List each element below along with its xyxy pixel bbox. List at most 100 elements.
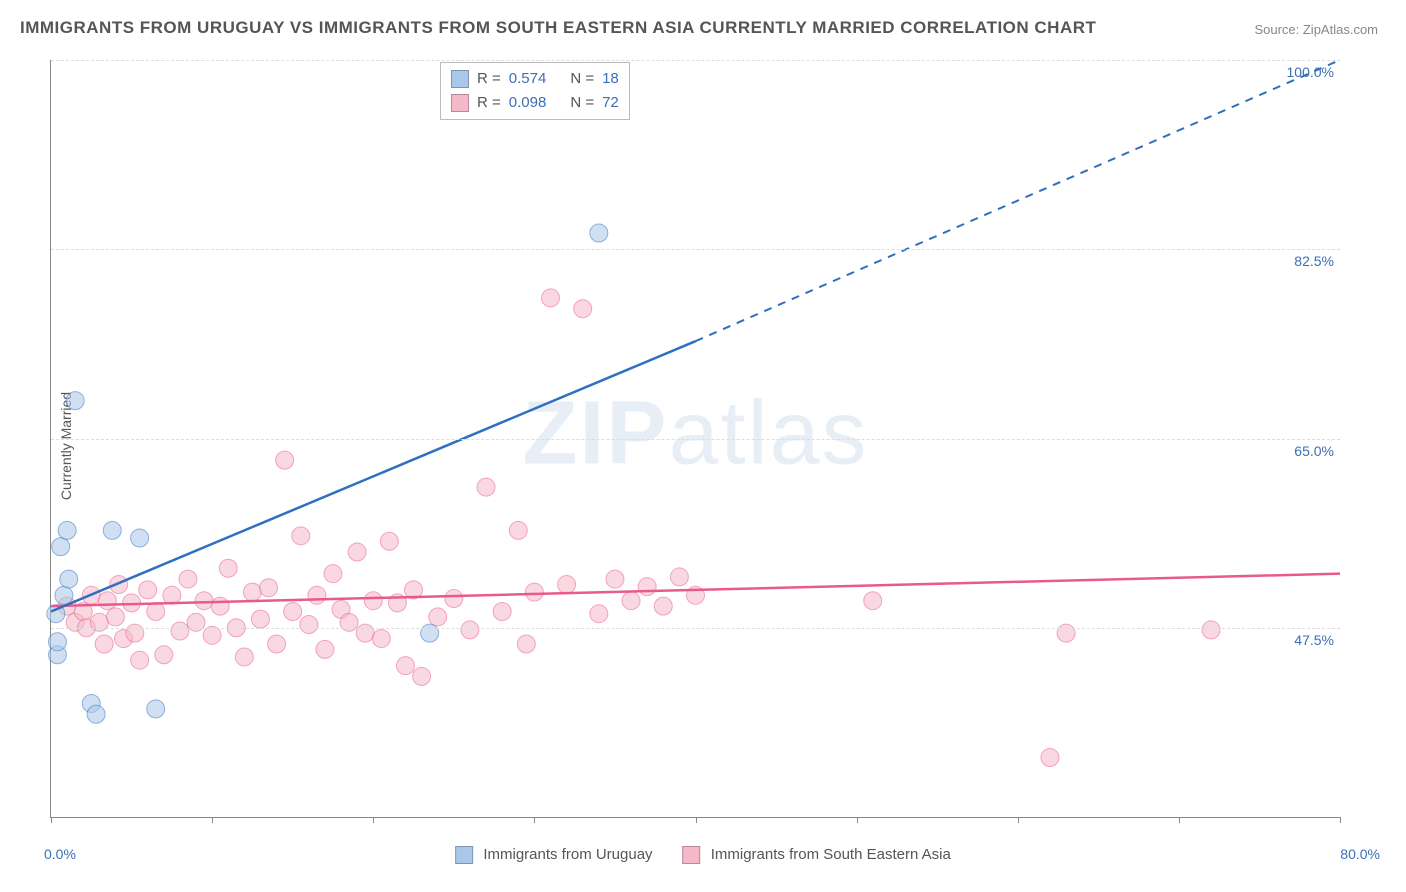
data-point-se_asia <box>251 610 269 628</box>
data-point-uruguay <box>147 700 165 718</box>
y-tick-label: 82.5% <box>1294 253 1334 269</box>
chart-title: IMMIGRANTS FROM URUGUAY VS IMMIGRANTS FR… <box>20 18 1096 38</box>
data-point-se_asia <box>292 527 310 545</box>
legend-swatch-seasia <box>683 846 701 864</box>
data-point-se_asia <box>622 592 640 610</box>
r-value-1: 0.098 <box>509 91 547 115</box>
r-label-1: R = <box>477 91 501 115</box>
data-point-se_asia <box>106 608 124 626</box>
n-value-1: 72 <box>602 91 619 115</box>
data-point-uruguay <box>87 705 105 723</box>
data-point-uruguay <box>48 633 66 651</box>
data-point-se_asia <box>324 565 342 583</box>
correlation-stat-box: R = 0.574 N = 18 R = 0.098 N = 72 <box>440 62 630 120</box>
data-point-se_asia <box>235 648 253 666</box>
gridline <box>51 439 1340 440</box>
data-point-se_asia <box>284 603 302 621</box>
data-point-uruguay <box>66 392 84 410</box>
regression-line-dashed-uruguay <box>696 60 1341 341</box>
x-tick <box>857 817 858 823</box>
n-label-1: N = <box>570 91 594 115</box>
data-point-uruguay <box>590 224 608 242</box>
data-point-se_asia <box>413 667 431 685</box>
r-label-0: R = <box>477 67 501 91</box>
swatch-uruguay <box>451 70 469 88</box>
x-axis-max-label: 80.0% <box>1340 846 1380 862</box>
data-point-uruguay <box>60 570 78 588</box>
x-tick <box>1179 817 1180 823</box>
data-point-se_asia <box>139 581 157 599</box>
r-value-0: 0.574 <box>509 67 547 91</box>
legend-item-uruguay: Immigrants from Uruguay <box>455 846 652 864</box>
legend-swatch-uruguay <box>455 846 473 864</box>
legend-label-uruguay: Immigrants from Uruguay <box>483 846 652 863</box>
data-point-se_asia <box>179 570 197 588</box>
data-point-se_asia <box>308 586 326 604</box>
data-point-se_asia <box>195 592 213 610</box>
x-tick <box>212 817 213 823</box>
data-point-se_asia <box>98 592 116 610</box>
gridline <box>51 60 1340 61</box>
x-tick <box>51 817 52 823</box>
data-point-se_asia <box>654 597 672 615</box>
x-tick <box>1018 817 1019 823</box>
stat-row-seasia: R = 0.098 N = 72 <box>451 91 619 115</box>
data-point-se_asia <box>95 635 113 653</box>
data-point-se_asia <box>364 592 382 610</box>
x-tick <box>1340 817 1341 823</box>
data-point-se_asia <box>558 575 576 593</box>
data-point-se_asia <box>211 597 229 615</box>
data-point-se_asia <box>380 532 398 550</box>
y-tick-label: 65.0% <box>1294 443 1334 459</box>
data-point-uruguay <box>58 521 76 539</box>
data-point-se_asia <box>260 579 278 597</box>
y-tick-label: 47.5% <box>1294 632 1334 648</box>
data-point-se_asia <box>525 583 543 601</box>
data-point-se_asia <box>590 605 608 623</box>
data-point-se_asia <box>493 603 511 621</box>
data-point-se_asia <box>147 603 165 621</box>
legend-label-seasia: Immigrants from South Eastern Asia <box>711 846 951 863</box>
data-point-se_asia <box>638 578 656 596</box>
data-point-se_asia <box>509 521 527 539</box>
y-tick-label: 100.0% <box>1287 64 1334 80</box>
data-point-se_asia <box>276 451 294 469</box>
data-point-se_asia <box>372 630 390 648</box>
x-tick <box>696 817 697 823</box>
source-attribution: Source: ZipAtlas.com <box>1254 22 1378 37</box>
data-point-se_asia <box>268 635 286 653</box>
data-point-se_asia <box>155 646 173 664</box>
data-point-se_asia <box>219 559 237 577</box>
data-point-se_asia <box>316 640 334 658</box>
data-point-se_asia <box>477 478 495 496</box>
regression-line-uruguay <box>51 341 696 611</box>
data-point-se_asia <box>396 657 414 675</box>
legend: Immigrants from Uruguay Immigrants from … <box>455 846 951 864</box>
data-point-se_asia <box>574 300 592 318</box>
data-point-se_asia <box>203 626 221 644</box>
n-value-0: 18 <box>602 67 619 91</box>
data-point-se_asia <box>171 622 189 640</box>
data-point-se_asia <box>243 583 261 601</box>
data-point-uruguay <box>103 521 121 539</box>
x-axis-min-label: 0.0% <box>44 846 76 862</box>
data-point-se_asia <box>864 592 882 610</box>
stat-row-uruguay: R = 0.574 N = 18 <box>451 67 619 91</box>
data-point-se_asia <box>429 608 447 626</box>
data-point-se_asia <box>541 289 559 307</box>
gridline <box>51 628 1340 629</box>
correlation-chart: IMMIGRANTS FROM URUGUAY VS IMMIGRANTS FR… <box>0 0 1406 892</box>
gridline <box>51 249 1340 250</box>
data-point-se_asia <box>163 586 181 604</box>
legend-item-seasia: Immigrants from South Eastern Asia <box>683 846 951 864</box>
data-point-uruguay <box>55 586 73 604</box>
data-point-se_asia <box>1202 621 1220 639</box>
data-point-se_asia <box>670 568 688 586</box>
x-tick <box>373 817 374 823</box>
data-point-se_asia <box>606 570 624 588</box>
swatch-seasia <box>451 94 469 112</box>
data-point-se_asia <box>461 621 479 639</box>
data-point-uruguay <box>131 529 149 547</box>
data-point-se_asia <box>517 635 535 653</box>
data-point-se_asia <box>1041 749 1059 767</box>
